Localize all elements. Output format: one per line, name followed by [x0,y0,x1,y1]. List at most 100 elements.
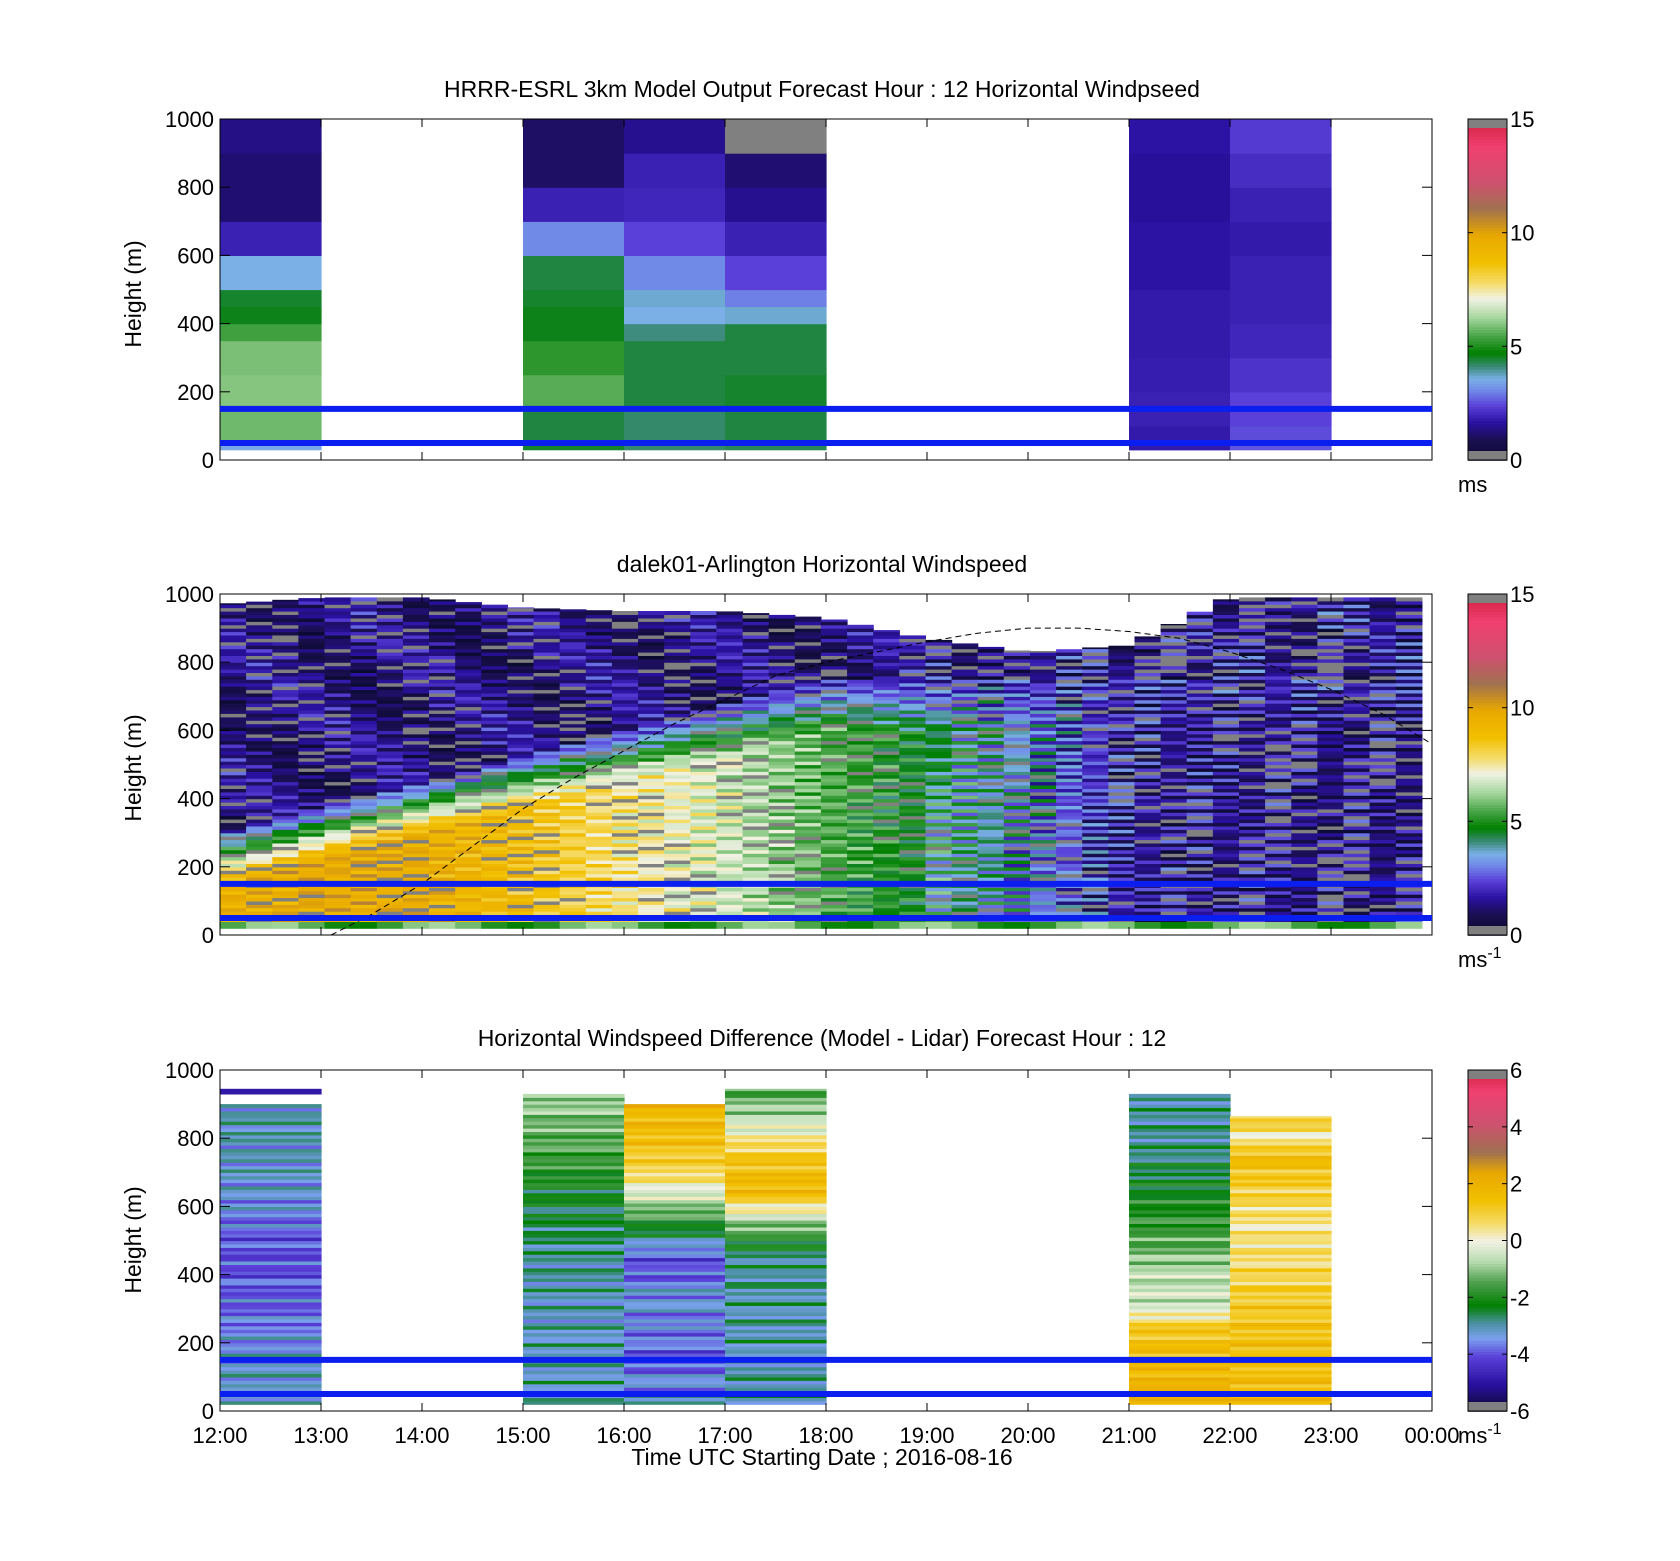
heatmap-cell [1291,866,1318,871]
heatmap-cell [951,767,979,772]
heatmap-cell [429,836,456,841]
heatmap-cell [638,829,665,834]
colorbar-segment [1468,900,1507,905]
heatmap-cell [1056,652,1083,656]
heatmap-cell [272,822,299,827]
heatmap-cell [1186,709,1214,714]
heatmap-cell [481,764,508,769]
heatmap-cell [1265,713,1292,718]
heatmap-cell [794,631,822,636]
heatmap-cell [585,897,613,902]
heatmap-cell [1056,863,1083,868]
heatmap-cell [1134,767,1162,772]
colorbar-segment [1468,827,1507,831]
heatmap-cell [742,706,770,711]
heatmap-cell [725,1366,827,1371]
heatmap-cell [624,1175,726,1180]
heatmap-cell [1291,648,1318,653]
heatmap-cell [638,924,665,929]
heatmap-cell [1134,849,1162,854]
heatmap-cell [272,761,299,766]
heatmap-cell [559,614,587,619]
heatmap-cell [1108,781,1136,786]
heatmap-cell [298,819,326,824]
heatmap-cell [1082,774,1109,779]
heatmap-cell [298,631,326,636]
heatmap-cell [1395,870,1423,875]
model-colorbar-ticks [1468,118,1507,461]
heatmap-cell [624,1261,726,1265]
heatmap-cell [794,638,822,643]
heatmap-cell [638,870,665,875]
heatmap-cell [977,829,1005,834]
heatmap-cell [1056,696,1083,701]
heatmap-cell [847,774,874,779]
heatmap-cell [1343,665,1371,670]
heatmap-cell [533,812,561,817]
heatmap-cell [1317,842,1345,847]
heatmap-cell [1186,754,1214,759]
heatmap-cell [624,187,726,222]
heatmap-cell [1212,740,1240,745]
heatmap-cell [899,703,926,708]
heatmap-cell [376,658,404,663]
heatmap-cell [1108,665,1136,670]
colorbar-segment [1468,167,1507,171]
heatmap-cell [585,624,613,629]
heatmap-cell [246,669,273,673]
heatmap-cell [1239,774,1266,779]
heatmap-cell [402,815,430,820]
heatmap-cell [1239,737,1266,742]
heatmap-cell [768,655,796,660]
colorbar-segment [1468,138,1507,143]
heatmap-cell [1003,877,1031,881]
heatmap-cell [1343,812,1371,817]
colorbar-segment [1468,920,1507,925]
heatmap-cell [455,675,482,680]
heatmap-cell [1239,911,1266,916]
heatmap-cell [1134,744,1162,748]
heatmap-cell [794,757,822,762]
heatmap-cell [220,652,247,656]
heatmap-cell [429,853,456,858]
heatmap-cell [624,1158,726,1163]
heatmap-cell [794,723,822,728]
heatmap-cell [611,740,639,745]
heatmap-cell [899,825,926,830]
colorbar-segment [1468,136,1507,140]
heatmap-cell [402,692,430,697]
heatmap-cell [725,1329,827,1334]
heatmap-cell [220,1237,322,1242]
heatmap-cell [1369,836,1397,841]
heatmap-cell [1239,720,1266,725]
heatmap-cell [1265,839,1292,844]
heatmap-cell [1291,778,1318,783]
heatmap-cell [429,689,456,694]
heatmap-cell [1395,825,1423,830]
heatmap-cell [402,798,430,803]
heatmap-cell [1003,839,1031,844]
heatmap-cell [664,860,691,864]
heatmap-cell [350,645,378,650]
heatmap-cell [1265,600,1292,605]
heatmap-cell [1343,907,1371,912]
heatmap-cell [523,1206,625,1211]
heatmap-cell [455,624,482,629]
heatmap-cell [768,832,796,837]
heatmap-cell [1317,665,1345,670]
heatmap-cell [638,740,665,745]
heatmap-cell [376,703,404,708]
heatmap-cell [716,713,744,718]
heatmap-cell [220,1267,322,1272]
heatmap-cell [1317,853,1345,858]
heatmap-cell [1343,634,1371,639]
heatmap-cell [611,829,639,834]
heatmap-cell [455,819,482,824]
heatmap-cell [951,849,979,854]
heatmap-cell [624,1257,726,1262]
heatmap-cell [350,842,378,847]
heatmap-cell [507,839,535,844]
heatmap-cell [1369,672,1397,677]
heatmap-cell [376,662,404,667]
